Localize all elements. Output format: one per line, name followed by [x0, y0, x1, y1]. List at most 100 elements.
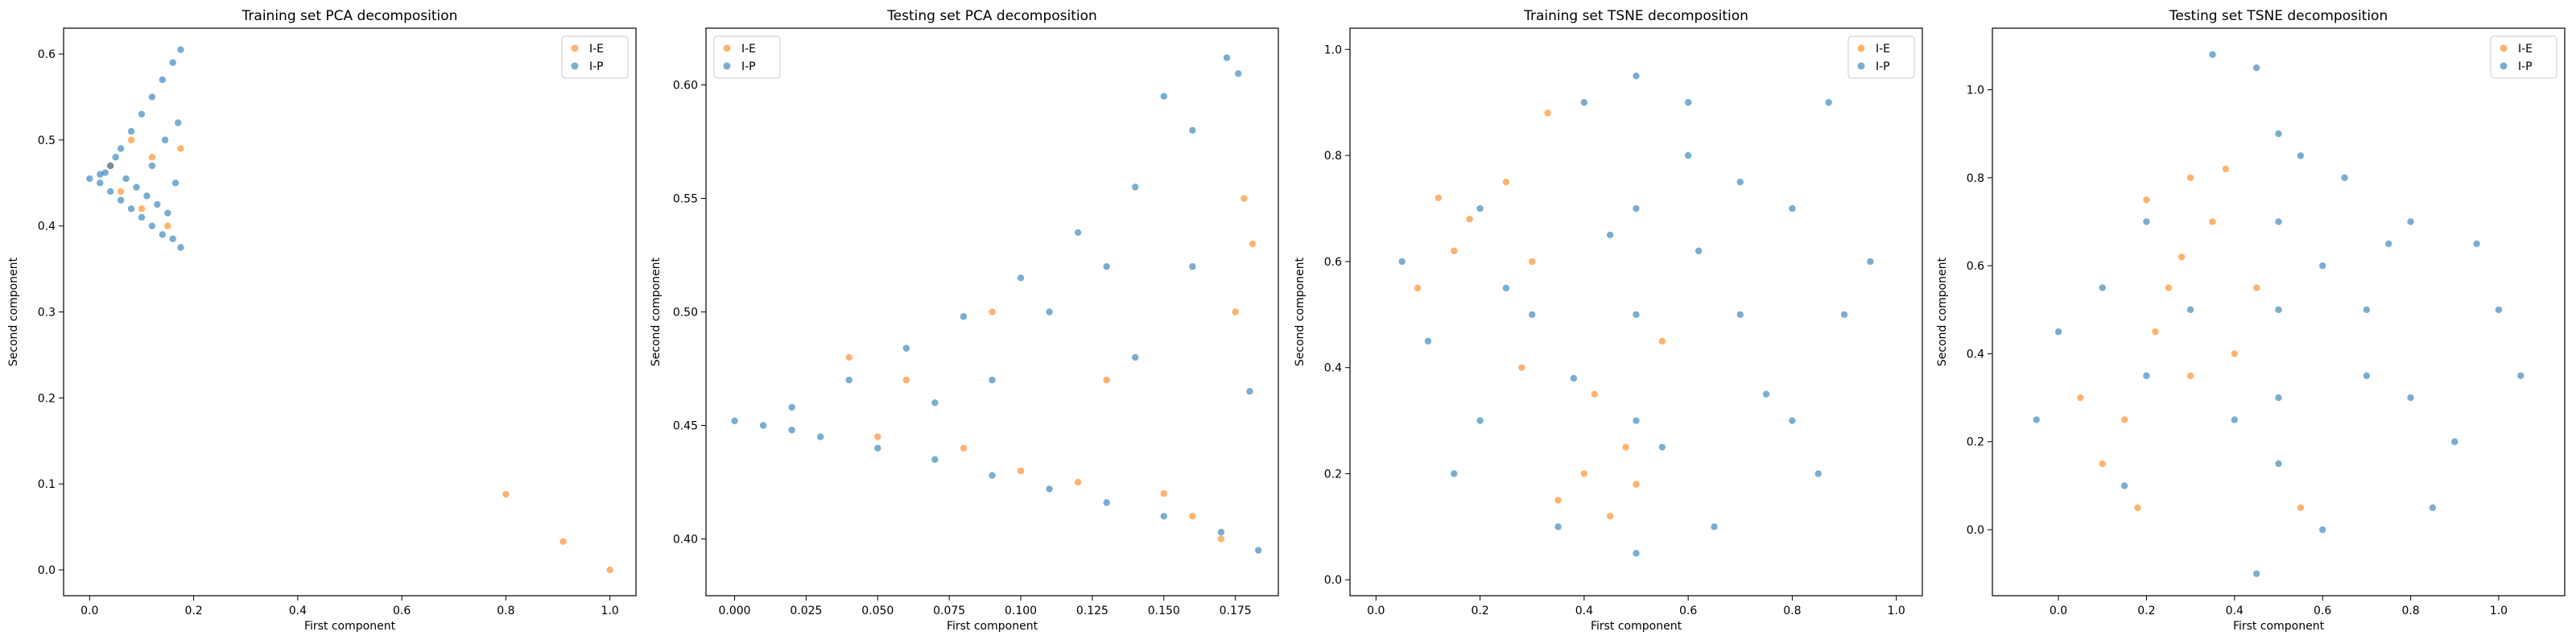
data-point-i-e: [1017, 467, 1025, 475]
data-point-i-p: [1160, 93, 1168, 100]
data-point-i-e: [1529, 258, 1536, 266]
data-point-i-p: [171, 180, 180, 187]
series-i-p: [731, 54, 1262, 554]
data-point-i-e: [874, 433, 881, 440]
data-point-i-p: [2275, 130, 2282, 138]
data-point-i-p: [127, 205, 135, 213]
data-point-i-p: [1711, 523, 1718, 530]
y-tick-label: 0.0: [38, 564, 56, 577]
x-tick-label: 0.8: [2401, 605, 2419, 617]
data-point-i-p: [817, 433, 824, 440]
series-i-e: [1414, 109, 1666, 520]
data-point-i-p: [1840, 311, 1848, 318]
legend-marker-i-p: [1857, 62, 1865, 70]
data-point-i-p: [989, 472, 996, 479]
data-point-i-p: [931, 399, 939, 407]
data-point-i-p: [1017, 275, 1025, 282]
y-axis-label: Second component: [1936, 257, 1949, 366]
y-tick-label: 0.6: [1324, 256, 1342, 269]
y-tick-label: 0.4: [1324, 362, 1342, 375]
data-point-i-p: [127, 127, 135, 135]
data-point-i-p: [1554, 523, 1562, 530]
y-tick-label: 1.0: [1324, 43, 1342, 56]
data-point-i-p: [1217, 528, 1225, 536]
data-point-i-p: [1570, 374, 1578, 382]
chart-panel-3: Training set TSNE decomposition 0.0 0.2 0.4…: [1294, 8, 1923, 633]
data-point-i-p: [2451, 438, 2458, 445]
data-point-i-p: [1074, 229, 1082, 236]
x-tick-label: 0.025: [790, 605, 822, 617]
data-point-i-p: [177, 46, 184, 53]
data-point-i-p: [2407, 394, 2414, 402]
legend: I-E I-P: [2490, 35, 2557, 79]
data-point-i-e: [845, 353, 852, 361]
data-point-i-p: [148, 162, 156, 170]
data-point-i-p: [2275, 460, 2282, 468]
legend-box: [561, 35, 629, 79]
data-point-i-e: [960, 444, 968, 452]
data-point-i-p: [117, 196, 125, 204]
x-tick-label: 0.000: [719, 605, 751, 617]
data-point-i-e: [2297, 504, 2305, 511]
legend: I-E I-P: [713, 35, 781, 79]
x-tick-label: 0.2: [184, 605, 202, 617]
legend-label: I-E: [2518, 43, 2533, 56]
data-point-i-p: [169, 59, 176, 66]
data-point-i-p: [1789, 417, 1796, 424]
data-point-i-e: [164, 222, 171, 229]
data-point-i-e: [2120, 416, 2128, 423]
data-point-i-e: [2165, 284, 2172, 291]
data-point-i-p: [2099, 284, 2106, 291]
data-point-i-e: [2152, 328, 2159, 336]
y-tick-label: 0.6: [1967, 260, 1984, 273]
x-axis-label: First component: [1591, 620, 1682, 633]
data-point-i-p: [1762, 390, 1770, 398]
data-point-i-p: [2120, 482, 2128, 489]
data-point-i-p: [1658, 444, 1666, 451]
y-tick-label: 0.55: [673, 193, 698, 206]
data-point-i-p: [874, 444, 881, 452]
data-point-i-p: [1046, 308, 1053, 316]
data-point-i-p: [143, 192, 151, 200]
data-point-i-e: [148, 154, 156, 161]
legend-marker-i-p: [2500, 62, 2508, 70]
data-point-i-e: [1633, 481, 1640, 488]
x-axis-label: First component: [947, 620, 1038, 633]
y-tick-label: 0.50: [673, 307, 698, 320]
x-tick-label: 0.8: [1783, 605, 1801, 617]
data-point-i-e: [2252, 284, 2260, 291]
data-point-i-e: [1580, 470, 1588, 477]
data-point-i-p: [788, 403, 795, 411]
legend-label: I-E: [741, 43, 756, 56]
data-point-i-p: [1235, 70, 1242, 77]
data-point-i-p: [2473, 240, 2480, 247]
data-point-i-p: [1606, 231, 1614, 239]
data-point-i-p: [2275, 394, 2282, 402]
legend-marker-i-p: [723, 62, 731, 70]
y-tick-label: 1.0: [1967, 85, 1984, 97]
x-tick-label: 0.175: [1220, 605, 1252, 617]
data-point-i-p: [1825, 99, 1832, 106]
data-point-i-p: [1160, 513, 1168, 520]
data-point-i-p: [2275, 218, 2282, 225]
data-point-i-e: [2178, 253, 2186, 261]
data-point-i-p: [1132, 353, 1139, 361]
data-point-i-p: [989, 376, 996, 384]
data-point-i-e: [1232, 308, 1239, 316]
data-point-i-e: [2143, 196, 2150, 204]
data-point-i-p: [1254, 547, 1262, 554]
data-point-i-p: [1476, 417, 1484, 424]
data-point-i-p: [960, 312, 968, 320]
points-layer: [2033, 51, 2524, 577]
data-point-i-p: [2318, 262, 2326, 270]
data-point-i-e: [2134, 504, 2141, 511]
x-tick-label: 1.0: [2490, 605, 2508, 617]
x-tick-label: 0.6: [2314, 605, 2331, 617]
data-point-i-p: [2407, 218, 2414, 225]
data-point-i-p: [2495, 306, 2503, 313]
data-point-i-p: [1684, 99, 1692, 106]
x-tick-label: 0.075: [933, 605, 965, 617]
data-point-i-p: [1695, 247, 1703, 254]
y-tick-label: 0.8: [1967, 172, 1984, 185]
